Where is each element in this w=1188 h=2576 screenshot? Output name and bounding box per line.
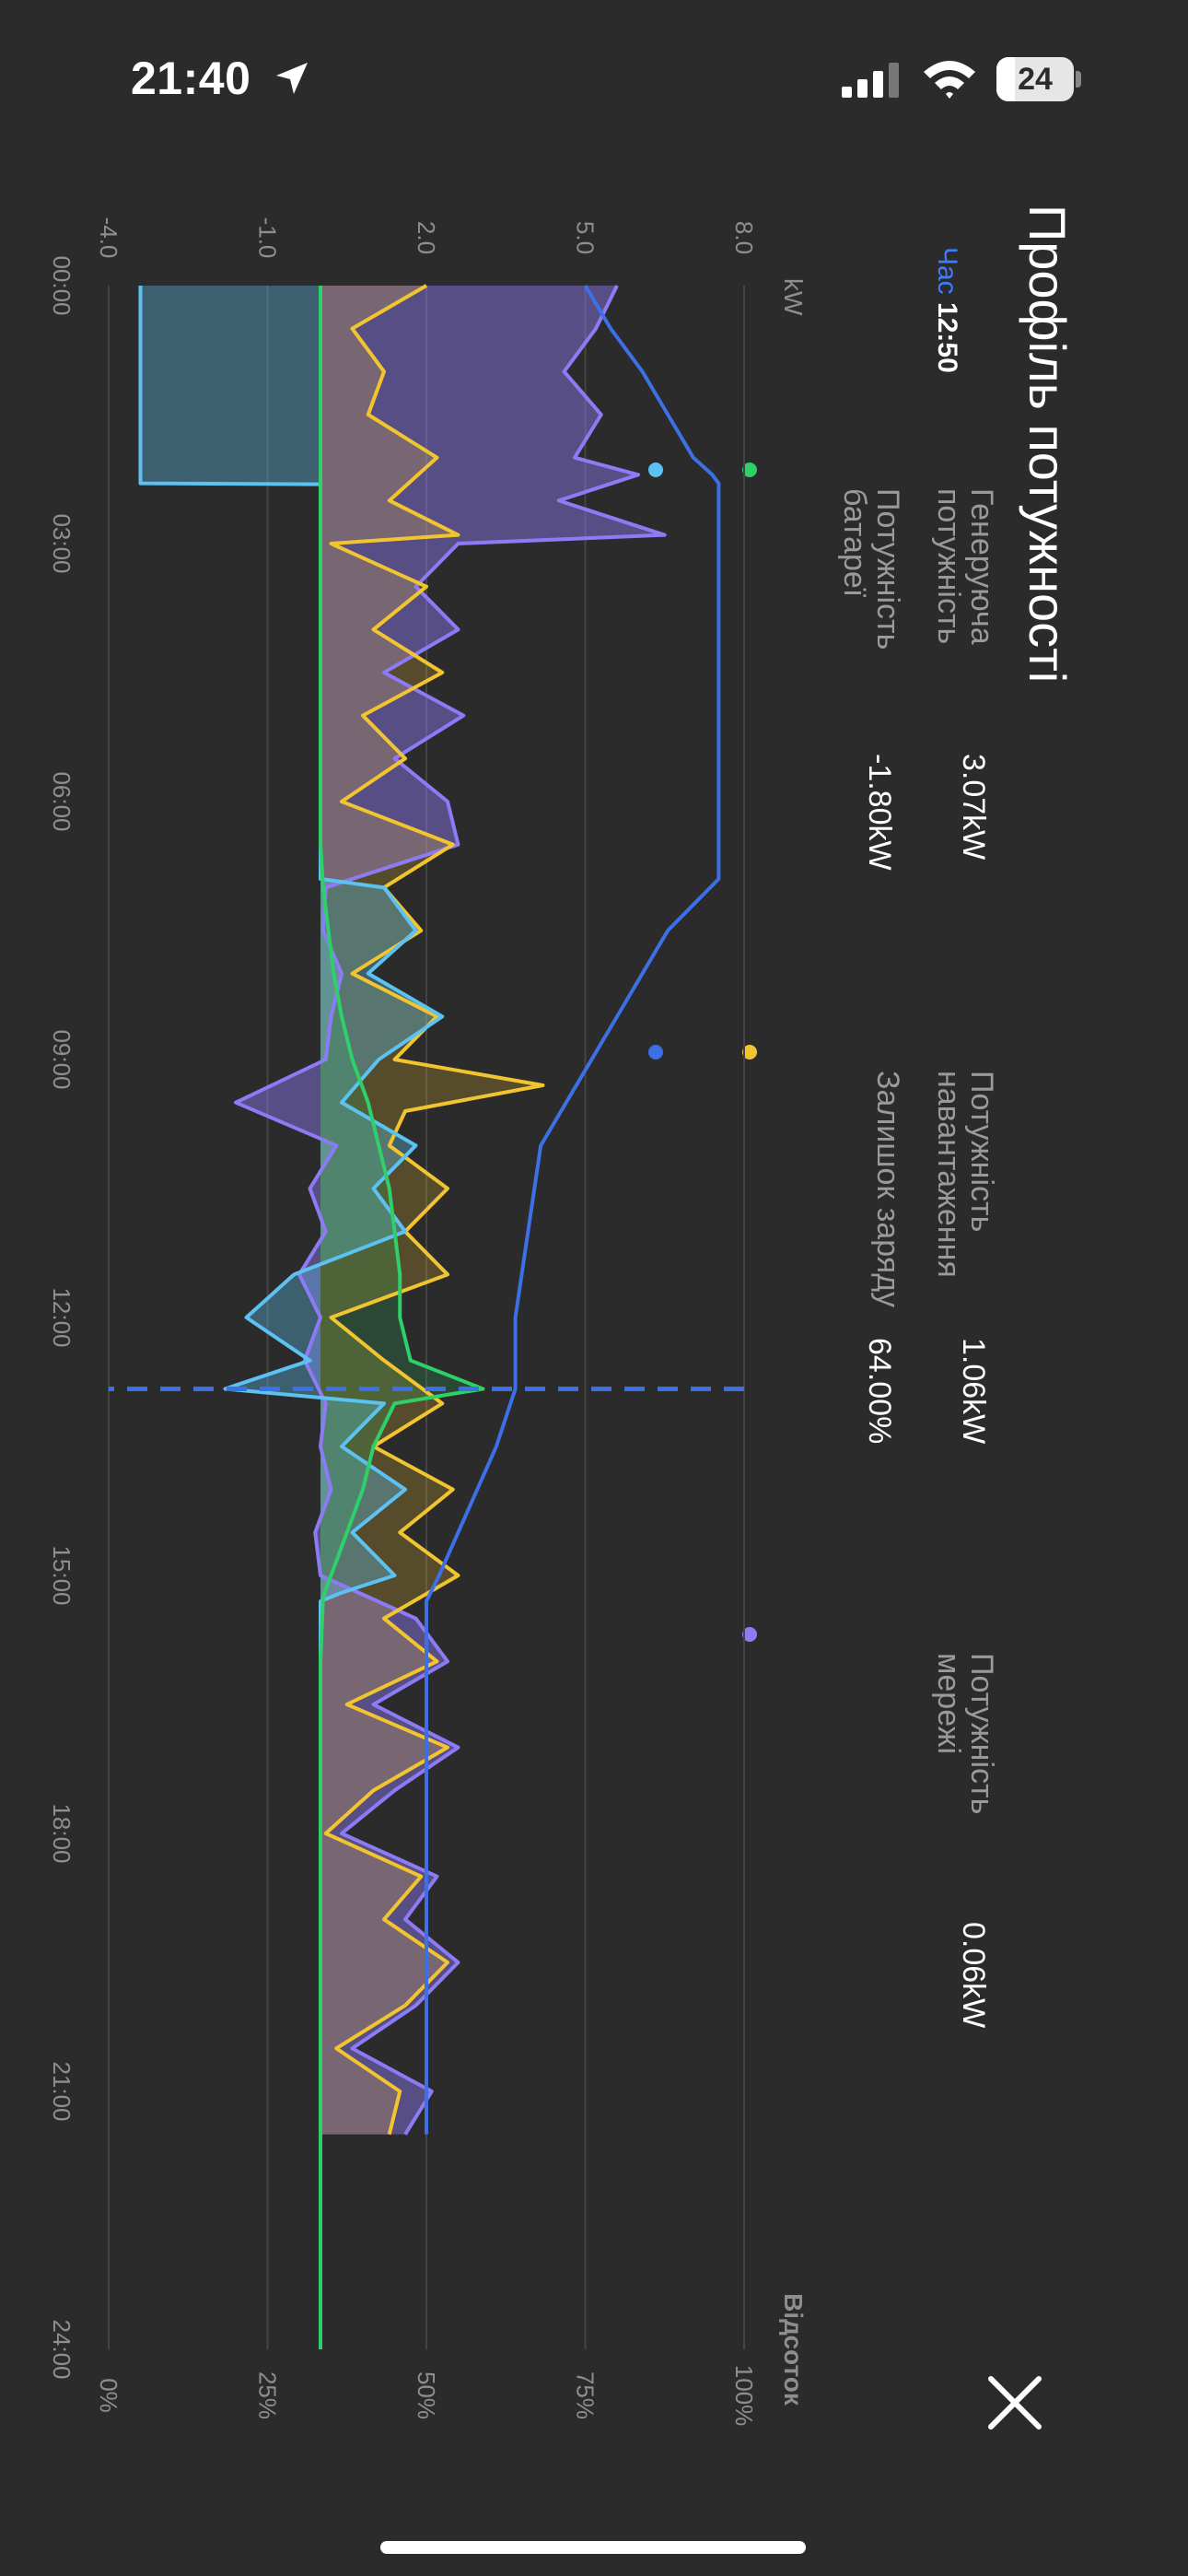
x-tick-label: 09:00	[48, 1029, 76, 1089]
x-tick-label: 24:00	[48, 2319, 76, 2379]
y-right-tick-label: 0%	[95, 2378, 122, 2413]
y-left-tick-label: 8.0	[730, 221, 758, 254]
status-bar: 21:40 24	[0, 0, 1188, 157]
y-left-axis-label: kW	[779, 278, 808, 316]
series-area-battery	[140, 286, 443, 2349]
location-arrow-icon	[273, 59, 311, 102]
y-right-tick-label: 75%	[572, 2371, 600, 2419]
status-time: 21:40	[131, 53, 251, 104]
y-left-tick-label: 2.0	[413, 221, 440, 254]
battery-percent: 24	[1018, 62, 1053, 97]
y-left-tick-label: -4.0	[95, 217, 122, 259]
close-icon	[988, 2376, 1042, 2430]
y-right-tick-label: 50%	[413, 2371, 440, 2419]
x-tick-label: 21:00	[48, 2061, 76, 2121]
battery-icon: 24	[996, 57, 1081, 101]
x-tick-label: 06:00	[48, 771, 76, 831]
x-tick-label: 15:00	[48, 1545, 76, 1605]
home-indicator[interactable]	[380, 2541, 806, 2554]
wifi-icon	[921, 57, 978, 104]
series-area-generation	[320, 286, 483, 2349]
y-right-axis-label: Відсоток	[779, 2293, 808, 2406]
series-line-soc	[425, 284, 721, 2135]
cellular-signal-icon	[840, 63, 904, 104]
series-line-grid	[234, 285, 667, 2136]
x-tick-label: 03:00	[48, 513, 76, 573]
y-left-tick-label: 5.0	[572, 221, 600, 254]
close-button[interactable]	[987, 2375, 1042, 2430]
series-area-grid	[236, 286, 665, 2135]
y-left-tick-label: -1.0	[254, 217, 282, 259]
y-right-tick-label: 25%	[254, 2371, 282, 2419]
series-line-generation	[319, 286, 485, 2349]
series-line-load	[323, 284, 545, 2136]
series-area-load	[320, 286, 543, 2135]
y-right-tick-label: 100%	[730, 2365, 758, 2427]
x-tick-label: 00:00	[48, 255, 76, 315]
x-tick-label: 18:00	[48, 1803, 76, 1863]
x-tick-label: 12:00	[48, 1287, 76, 1347]
series-line-battery	[138, 286, 445, 2349]
